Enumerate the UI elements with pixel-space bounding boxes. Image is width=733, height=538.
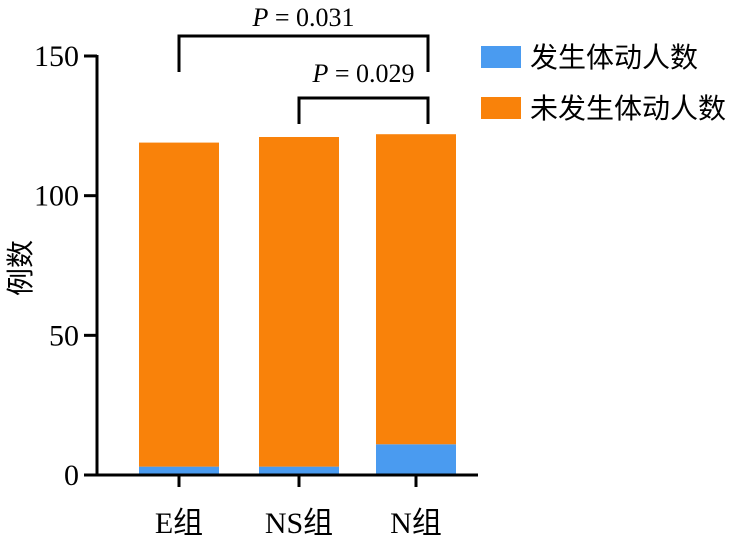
x-category-label-3: N组: [390, 507, 442, 538]
y-axis-title: 例数: [4, 240, 37, 296]
y-tick-label-100: 100: [34, 180, 79, 213]
bars-layer: [139, 134, 456, 475]
y-tick-label-150: 150: [34, 40, 79, 73]
x-category-label-2: NS组: [265, 507, 333, 538]
legend-swatch-2: [481, 97, 521, 119]
y-tick-label-50: 50: [49, 319, 79, 352]
bar-no-movement-3: [376, 134, 456, 445]
legend-swatch-1: [481, 46, 521, 68]
bar-movement-2: [259, 466, 339, 475]
bar-movement-3: [376, 444, 456, 475]
legend-label-2: 未发生体动人数: [530, 92, 726, 125]
bar-no-movement-1: [139, 142, 219, 467]
y-tick-label-0: 0: [64, 459, 79, 492]
p-value-label-2: P = 0.029: [311, 59, 414, 88]
legend-label-1: 发生体动人数: [530, 41, 698, 74]
significance-bracket-2: [297, 96, 430, 124]
significance-bracket-1: [177, 34, 430, 72]
bar-movement-1: [139, 466, 219, 475]
annotations-layer: P = 0.031 P = 0.029: [177, 3, 430, 124]
axes-layer: 0 50 100 150 E组 NS组 N组: [34, 40, 478, 538]
p-value-label-1: P = 0.031: [251, 3, 354, 32]
bar-no-movement-2: [259, 137, 339, 467]
x-category-label-1: E组: [155, 507, 203, 538]
